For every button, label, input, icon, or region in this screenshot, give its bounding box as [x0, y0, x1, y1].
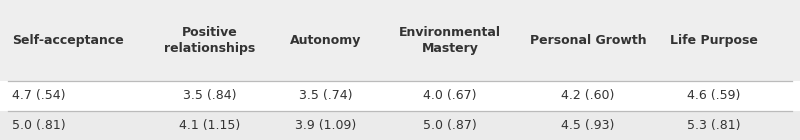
Text: 4.1 (1.15): 4.1 (1.15): [179, 119, 241, 132]
Text: 4.7 (.54): 4.7 (.54): [12, 89, 66, 102]
Text: 4.6 (.59): 4.6 (.59): [687, 89, 741, 102]
Text: 3.5 (.74): 3.5 (.74): [299, 89, 353, 102]
Text: 4.0 (.67): 4.0 (.67): [423, 89, 477, 102]
Text: 4.2 (.60): 4.2 (.60): [562, 89, 614, 102]
Text: Life Purpose: Life Purpose: [670, 34, 758, 47]
Bar: [0, 0, 800, 81]
Bar: [0, 81, 800, 111]
Text: 4.5 (.93): 4.5 (.93): [562, 119, 614, 132]
Text: Personal Growth: Personal Growth: [530, 34, 646, 47]
Text: 5.0 (.81): 5.0 (.81): [12, 119, 66, 132]
Text: Positive
relationships: Positive relationships: [164, 26, 256, 55]
Text: 5.0 (.87): 5.0 (.87): [423, 119, 477, 132]
Text: 5.3 (.81): 5.3 (.81): [687, 119, 741, 132]
Text: 3.9 (1.09): 3.9 (1.09): [295, 119, 357, 132]
Text: Autonomy: Autonomy: [290, 34, 362, 47]
Text: 3.5 (.84): 3.5 (.84): [183, 89, 237, 102]
Bar: [0, 111, 800, 140]
Text: Self-acceptance: Self-acceptance: [12, 34, 124, 47]
Text: Environmental
Mastery: Environmental Mastery: [399, 26, 501, 55]
